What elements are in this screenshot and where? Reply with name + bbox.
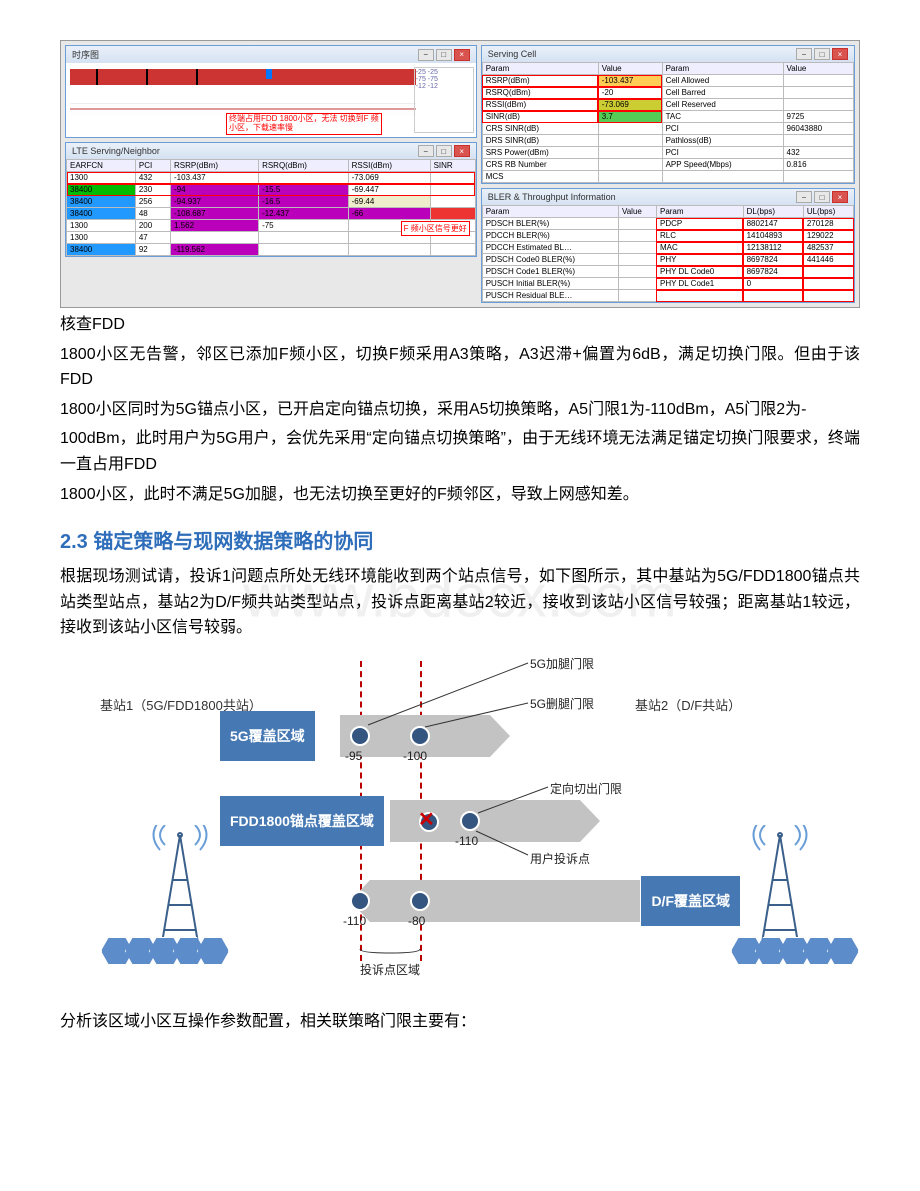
- bler-table: ParamValueParamDL(bps)UL(bps)PDSCH BLER(…: [482, 205, 854, 302]
- body-p5: 1800小区，此时不满足5G加腿，也无法切换至更好的F频邻区，导致上网感知差。: [60, 482, 860, 508]
- body-p4: 100dBm，此时用户为5G用户，会优先采用“定向锚点切换策略”，由于无线环境无…: [60, 426, 860, 477]
- window-buttons[interactable]: −□×: [418, 49, 470, 61]
- bs2-label: 基站2（D/F共站）: [635, 695, 741, 714]
- body-p6: 根据现场测试请，投诉1问题点所处无线环境能收到两个站点信号，如下图所示，其中基站…: [60, 564, 860, 641]
- dot-100: [410, 726, 430, 746]
- band-5g: 5G覆盖区域: [210, 715, 530, 757]
- body-p1: 核查FDD: [60, 312, 860, 338]
- window-buttons[interactable]: −□×: [796, 48, 848, 60]
- waveform-scale: -25 -25 -75 -75 -12 -12: [414, 67, 474, 133]
- window-buttons[interactable]: −□×: [418, 145, 470, 157]
- waveform-title: 时序图: [72, 48, 99, 61]
- dot-95: [350, 726, 370, 746]
- body-p2: 1800小区无告警，邻区已添加F频小区，切换F频采用A3策略，A3迟滞+偏置为6…: [60, 342, 860, 393]
- dot-110b: [350, 891, 370, 911]
- callout-fdd-stuck: 终端占用FDD 1800小区，无法 切换到F 频小区，下载速率慢: [226, 113, 382, 135]
- drive-test-screenshot: 时序图 −□× -25 -25 -75 -75 -12 -12 终端占用FDD …: [60, 40, 860, 308]
- neighbor-table: EARFCNPCIRSRP(dBm)RSRQ(dBm)RSSI(dBm)SINR…: [66, 159, 476, 256]
- neighbor-panel: LTE Serving/Neighbor −□× EARFCNPCIRSRP(d…: [65, 142, 477, 257]
- serving-panel: Serving Cell −□× ParamValueParamValueRSR…: [481, 45, 855, 184]
- serving-table: ParamValueParamValueRSRP(dBm)-103.437Cel…: [482, 62, 854, 183]
- serving-title: Serving Cell: [488, 49, 537, 59]
- dot-80: [410, 891, 430, 911]
- coverage-diagram: 5G加腿门限 5G删腿门限 定向切出门限 用户投诉点 基站1（5G/FDD180…: [100, 655, 860, 995]
- section-heading: 2.3 锚定策略与现网数据策略的协同: [60, 525, 860, 554]
- bler-panel: BLER & Throughput Information −□× ParamV…: [481, 188, 855, 303]
- dot-110a: [460, 811, 480, 831]
- bler-title: BLER & Throughput Information: [488, 192, 616, 202]
- label-switch: 定向切出门限: [550, 780, 622, 797]
- label-add-leg: 5G加腿门限: [530, 655, 594, 672]
- crossed-point: ✕: [418, 811, 440, 833]
- callout-f-better: F 频小区信号更好: [401, 221, 470, 236]
- band-df: D/F覆盖区域: [330, 880, 750, 922]
- waveform-panel: 时序图 −□× -25 -25 -75 -75 -12 -12 终端占用FDD …: [65, 45, 477, 138]
- neighbor-title: LTE Serving/Neighbor: [72, 146, 160, 156]
- window-buttons[interactable]: −□×: [796, 191, 848, 203]
- band-fdd1800: FDD1800锚点覆盖区域: [210, 800, 580, 842]
- minimize-icon[interactable]: −: [418, 49, 434, 61]
- label-area: 投诉点区域: [360, 961, 420, 978]
- label-del-leg: 5G删腿门限: [530, 695, 594, 712]
- close-icon[interactable]: ×: [454, 49, 470, 61]
- maximize-icon[interactable]: □: [436, 49, 452, 61]
- body-p3: 1800小区同时为5G锚点小区，已开启定向锚点切换，采用A5切换策略，A5门限1…: [60, 397, 860, 423]
- body-p7: 分析该区域小区互操作参数配置，相关联策略门限主要有：: [60, 1009, 860, 1035]
- label-user: 用户投诉点: [530, 850, 590, 867]
